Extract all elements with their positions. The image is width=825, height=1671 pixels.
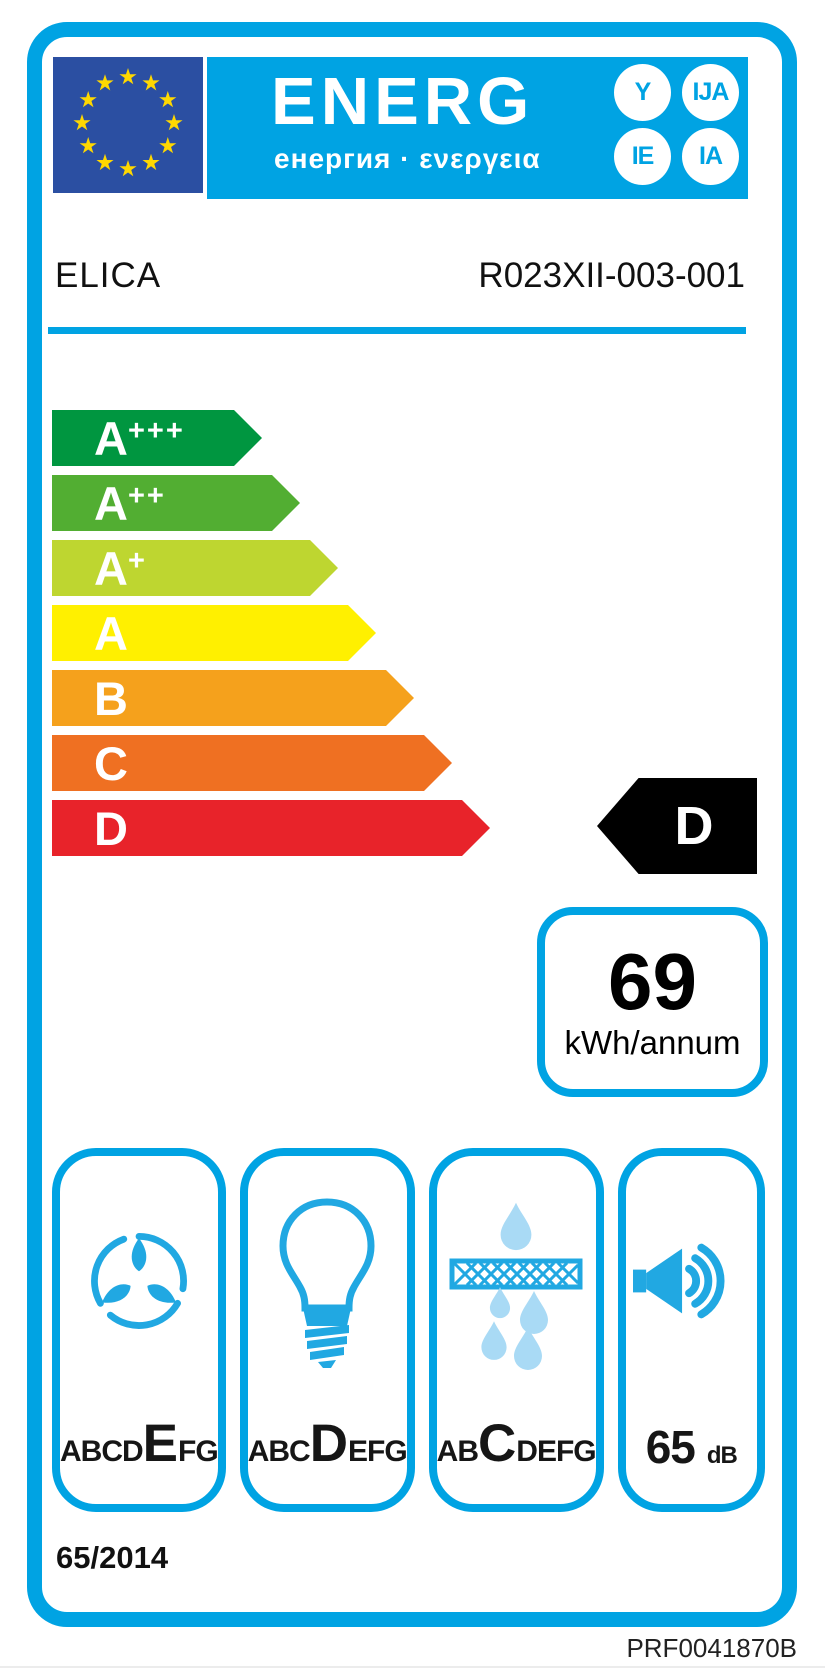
regulation-number: 65/2014 — [56, 1540, 169, 1575]
speaker-icon — [632, 1243, 725, 1319]
brand-name: ELICA — [55, 256, 162, 295]
rating-arrow-a-plus1: A+ — [52, 540, 338, 596]
consumption-value: 69 — [608, 937, 697, 1026]
eu-flag — [53, 57, 203, 193]
fan-grade-letters: ABCD E FG — [60, 1414, 219, 1473]
bulb-icon — [279, 1197, 375, 1368]
rating-arrow-c: C — [52, 735, 452, 791]
model-number: R023XII-003-001 — [478, 256, 745, 295]
filter-grade-letters: AB C DEFG — [436, 1414, 597, 1473]
noise-box: 65 dB — [617, 1148, 765, 1512]
rating-arrow-b: B — [52, 670, 414, 726]
badge-ia: IA — [682, 128, 739, 185]
fan-efficiency-box: ABCD E FG — [52, 1148, 226, 1512]
grease-filter-box: AB C DEFG — [428, 1148, 604, 1512]
energ-text: ENERG — [271, 64, 535, 139]
metric-boxes: ABCD E FG ABC D EFG — [52, 1148, 765, 1512]
noise-value-row: 65 dB — [645, 1420, 738, 1474]
rating-arrow-a-plus3: A+++ — [52, 410, 262, 466]
noise-value: 65 — [645, 1421, 696, 1473]
lighting-efficiency-box: ABC D EFG — [239, 1148, 415, 1512]
badge-ija: IJA — [682, 64, 739, 121]
reference-code: PRF0041870B — [626, 1633, 797, 1663]
energ-banner: ENERG енергия · ενεργεια Y IJA IE IA — [207, 57, 748, 199]
fan-icon — [90, 1233, 187, 1329]
page-bottom-line — [0, 1666, 825, 1668]
language-badges: Y IJA IE IA — [614, 64, 739, 185]
consumption-unit: kWh/annum — [564, 1024, 741, 1061]
noise-unit: dB — [706, 1442, 738, 1469]
header-divider — [48, 327, 746, 334]
selected-rating-letter: D — [674, 796, 714, 856]
filter-icon — [449, 1202, 583, 1370]
lighting-grade-letters: ABC D EFG — [247, 1414, 408, 1473]
badge-ie: IE — [614, 128, 671, 185]
filter-crosshatch — [453, 1261, 580, 1286]
energ-subtext: енергия · ενεργεια — [274, 143, 541, 174]
rating-arrow-a-plus2: A++ — [52, 475, 300, 531]
rating-arrow-a: A — [52, 605, 376, 661]
energy-consumption-box: 69 kWh/annum — [537, 907, 768, 1097]
rating-arrow-d: D — [52, 800, 490, 856]
badge-y: Y — [614, 64, 671, 121]
label-border — [27, 22, 797, 1627]
